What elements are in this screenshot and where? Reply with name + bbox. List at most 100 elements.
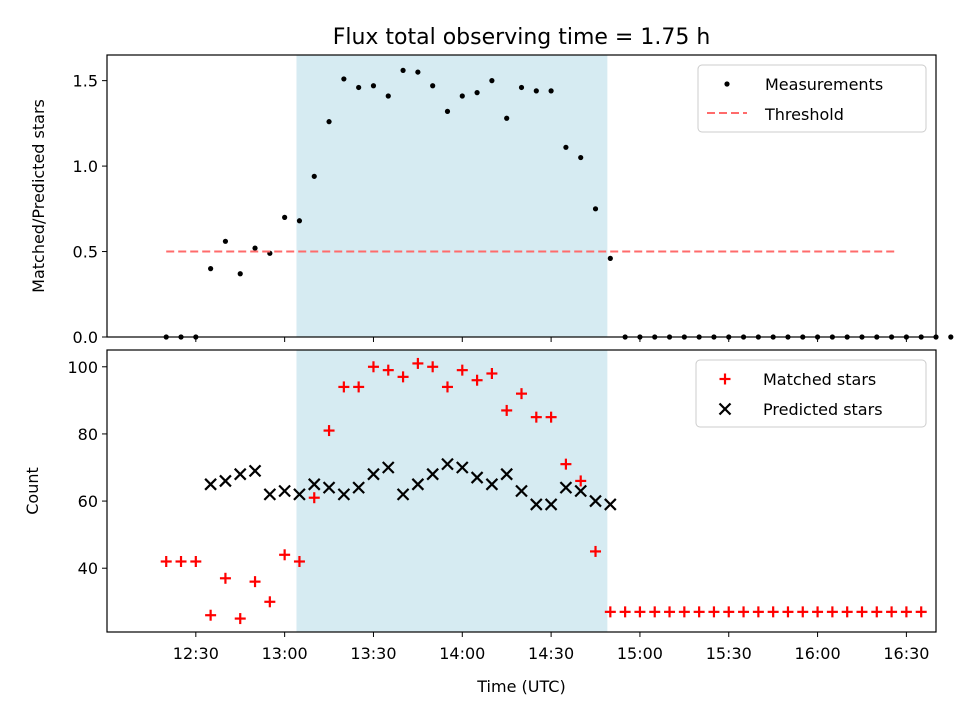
matched-star-point xyxy=(471,374,483,386)
measurement-point xyxy=(474,90,480,96)
chart-title: Flux total observing time = 1.75 h xyxy=(333,25,711,50)
top-y-tick-label: 0.0 xyxy=(73,328,98,347)
predicted-star-point xyxy=(441,457,454,471)
predicted-star-point xyxy=(544,498,558,511)
predicted-star-point xyxy=(485,478,499,491)
predicted-star-point xyxy=(411,478,425,491)
bottom-y-ticks: 40 60 80 100 xyxy=(67,358,107,578)
x-tick-label: 16:00 xyxy=(795,644,841,663)
bottom-y-axis-label: Count xyxy=(23,467,42,515)
matched-star-point xyxy=(219,572,231,584)
matched-star-point xyxy=(752,606,764,618)
matched-star-point xyxy=(678,606,690,618)
measurement-point xyxy=(518,84,525,91)
x-tick-label: 16:30 xyxy=(883,644,929,663)
matched-star-point xyxy=(560,458,572,470)
predicted-star-point xyxy=(396,488,410,501)
matched-star-point xyxy=(767,606,779,618)
matched-star-point xyxy=(871,606,883,618)
matched-star-point xyxy=(308,492,320,504)
matched-star-point xyxy=(575,475,587,487)
matched-star-point xyxy=(856,606,868,618)
matched-star-point xyxy=(590,545,602,557)
matched-star-point xyxy=(634,606,646,618)
x-tick-label: 14:00 xyxy=(439,644,485,663)
x-axis-label: Time (UTC) xyxy=(476,677,565,696)
measurement-point xyxy=(533,88,539,94)
top-y-tick-label: 1.5 xyxy=(73,72,98,91)
predicted-star-point xyxy=(381,461,395,474)
matched-star-point xyxy=(486,368,498,379)
matched-star-point xyxy=(382,364,394,376)
matched-star-point xyxy=(441,381,453,393)
measurement-point xyxy=(311,173,317,179)
measurement-point xyxy=(356,84,362,91)
predicted-star-point xyxy=(559,481,573,494)
bottom-y-tick-label: 100 xyxy=(67,358,98,377)
matched-star-point xyxy=(886,606,898,618)
measurement-point xyxy=(489,78,495,84)
measurement-point xyxy=(385,93,391,99)
matched-star-point xyxy=(619,606,631,618)
matched-star-point xyxy=(723,606,735,618)
legend-matched-glyph xyxy=(719,373,731,385)
top-plot-frame xyxy=(106,54,937,338)
measurement-point xyxy=(222,238,229,244)
predicted-star-point xyxy=(263,488,277,501)
matched-star-point xyxy=(456,364,468,376)
matched-star-point xyxy=(249,576,261,588)
predicted-star-point xyxy=(233,467,247,481)
measurement-point xyxy=(504,115,510,121)
matched-star-point xyxy=(323,425,335,437)
matched-star-point xyxy=(530,411,542,423)
measurement-point xyxy=(607,255,613,261)
measurement-point xyxy=(370,83,377,89)
legend-measurements-marker xyxy=(724,81,730,87)
measurement-point xyxy=(208,266,214,272)
predicted-star-point xyxy=(204,478,217,491)
predicted-star-point xyxy=(248,464,262,478)
measurement-point xyxy=(444,108,451,114)
x-tick-label: 15:00 xyxy=(617,644,663,663)
top-legend: Measurements Threshold xyxy=(697,64,927,133)
matched-stars-points xyxy=(160,357,927,625)
measurement-point xyxy=(237,271,243,277)
matched-star-point xyxy=(501,404,513,416)
observing-window-span-top xyxy=(296,55,608,337)
matched-star-point xyxy=(797,606,809,618)
matched-star-point xyxy=(397,371,409,383)
x-tick-label: 15:30 xyxy=(706,644,752,663)
matched-star-point xyxy=(353,381,365,393)
predicted-stars-points xyxy=(204,457,617,511)
matched-star-point xyxy=(604,606,616,618)
matched-star-point xyxy=(367,361,379,373)
measurement-point xyxy=(548,88,554,94)
matched-star-point xyxy=(693,606,705,618)
matched-star-point xyxy=(190,556,202,567)
legend-threshold-label: Threshold xyxy=(764,105,844,124)
legend-measurements-label: Measurements xyxy=(765,75,883,94)
measurement-point xyxy=(252,245,258,251)
matched-star-point xyxy=(545,411,557,423)
top-legend-box xyxy=(697,64,927,133)
predicted-star-point xyxy=(515,484,528,498)
measurement-point xyxy=(415,69,421,75)
x-tick-label: 14:30 xyxy=(528,644,574,663)
matched-star-point xyxy=(738,606,750,618)
matched-star-point xyxy=(234,613,246,625)
predicted-star-point xyxy=(367,467,380,481)
matched-star-point xyxy=(649,606,661,618)
predicted-star-point xyxy=(574,484,587,498)
predicted-star-point xyxy=(456,461,469,474)
measurement-point xyxy=(326,119,332,125)
predicted-star-point xyxy=(500,467,513,481)
matched-star-point xyxy=(338,381,350,393)
predicted-star-point xyxy=(307,478,321,491)
bottom-y-tick-label: 80 xyxy=(78,425,98,444)
measurement-point xyxy=(459,93,465,99)
predicted-star-point xyxy=(278,484,291,498)
matched-star-point xyxy=(664,606,676,618)
legend-predicted-label: Predicted stars xyxy=(763,400,883,419)
matched-star-point xyxy=(412,357,424,369)
